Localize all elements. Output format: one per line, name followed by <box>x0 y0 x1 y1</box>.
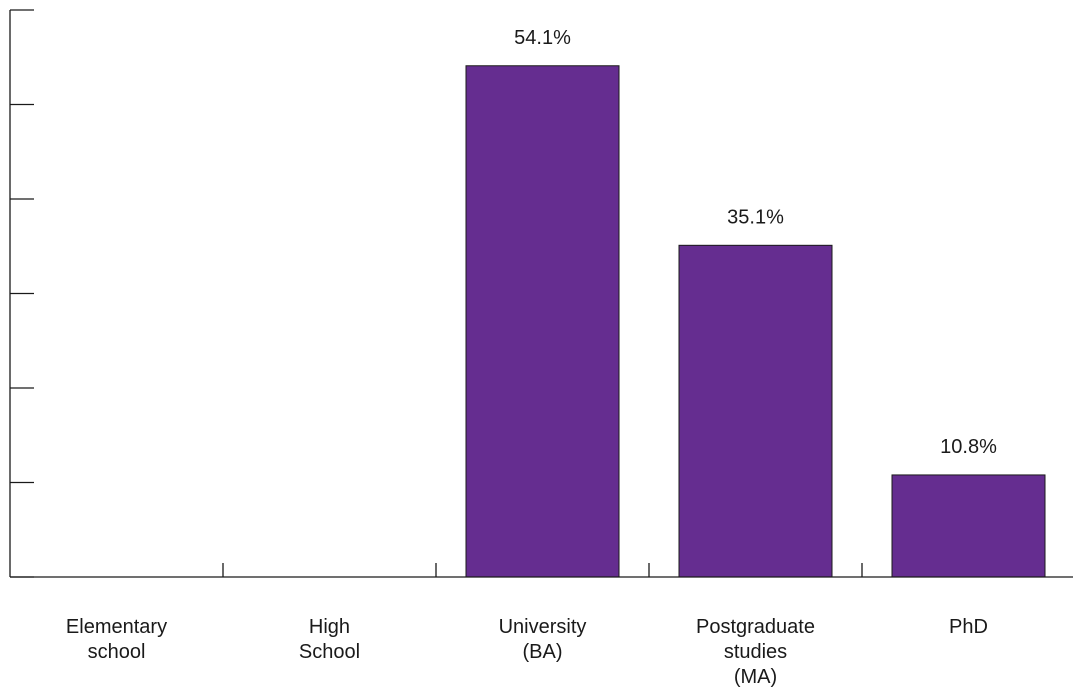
category-label-line: Elementary <box>66 616 167 638</box>
category-label-line: studies <box>724 641 787 663</box>
category-label-line: School <box>299 641 360 663</box>
category-label-line: High <box>309 616 350 638</box>
y-axis-ticks <box>10 9 34 578</box>
bars <box>465 65 1046 578</box>
category-label-3: Postgraduate studies (MA) <box>696 616 815 688</box>
x-axis-ticks <box>222 563 863 577</box>
category-label-line: (BA) <box>523 641 563 663</box>
category-label-line: (MA) <box>734 666 777 688</box>
data-label-3: 35.1% <box>727 206 784 228</box>
data-label-2: 54.1% <box>514 27 571 49</box>
category-label-2: University (BA) <box>499 616 587 663</box>
data-labels: 54.1% 35.1% 10.8% <box>514 27 997 458</box>
category-label-0: Elementary school <box>66 616 167 663</box>
category-label-line: University <box>499 616 587 638</box>
category-label-line: school <box>88 641 146 663</box>
category-labels: Elementary school High School University (BA)… <box>66 616 988 688</box>
category-label-1: High School <box>299 616 360 663</box>
bar-2 <box>465 65 620 578</box>
category-label-line: PhD <box>949 616 988 638</box>
bar-4 <box>891 474 1046 578</box>
bar-3 <box>678 244 833 578</box>
category-label-4: PhD <box>949 616 988 638</box>
category-label-line: Postgraduate <box>696 616 815 638</box>
data-label-4: 10.8% <box>940 436 997 458</box>
